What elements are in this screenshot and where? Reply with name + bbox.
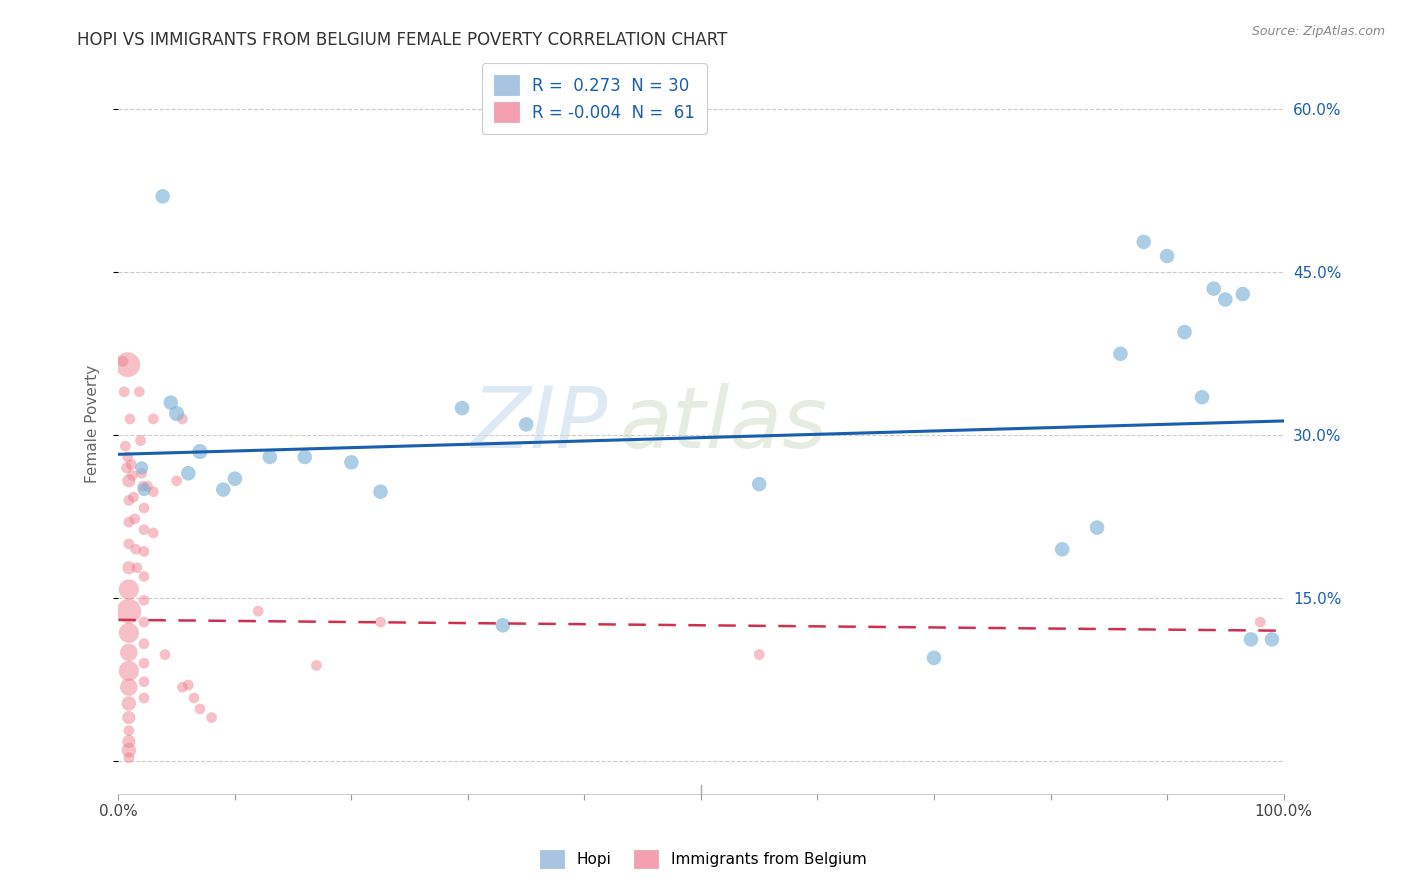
Point bbox=[188, 444, 211, 458]
Point bbox=[118, 697, 141, 711]
Point bbox=[131, 467, 153, 481]
Point bbox=[118, 743, 141, 757]
Point bbox=[118, 515, 141, 529]
Point bbox=[224, 472, 246, 486]
Point bbox=[118, 604, 141, 618]
Point bbox=[118, 751, 141, 765]
Point bbox=[1132, 235, 1154, 249]
Point bbox=[172, 680, 194, 694]
Point bbox=[132, 674, 155, 689]
Point bbox=[1202, 282, 1225, 296]
Point bbox=[118, 626, 141, 640]
Point bbox=[183, 691, 205, 706]
Point bbox=[166, 407, 188, 421]
Point bbox=[125, 542, 148, 557]
Point bbox=[153, 648, 176, 662]
Text: Source: ZipAtlas.com: Source: ZipAtlas.com bbox=[1251, 25, 1385, 38]
Point bbox=[1249, 615, 1271, 629]
Point bbox=[172, 412, 194, 426]
Point bbox=[340, 455, 363, 469]
Point bbox=[1240, 632, 1263, 647]
Point bbox=[177, 467, 200, 481]
Point bbox=[121, 468, 143, 483]
Point bbox=[1232, 287, 1254, 301]
Point bbox=[118, 412, 141, 426]
Point bbox=[132, 569, 155, 583]
Legend: Hopi, Immigrants from Belgium: Hopi, Immigrants from Belgium bbox=[533, 844, 873, 873]
Point bbox=[1050, 542, 1073, 557]
Point bbox=[120, 458, 142, 472]
Point bbox=[152, 189, 174, 203]
Point bbox=[117, 358, 139, 372]
Point bbox=[370, 484, 392, 499]
Point bbox=[451, 401, 474, 415]
Point bbox=[118, 680, 141, 694]
Point bbox=[247, 604, 270, 618]
Point bbox=[132, 544, 155, 558]
Point bbox=[118, 710, 141, 724]
Point bbox=[515, 417, 537, 432]
Point bbox=[129, 434, 152, 448]
Y-axis label: Female Poverty: Female Poverty bbox=[86, 365, 100, 483]
Point bbox=[200, 710, 222, 724]
Point bbox=[124, 512, 146, 526]
Point bbox=[177, 678, 200, 692]
Point bbox=[1261, 632, 1284, 647]
Legend: R =  0.273  N = 30, R = -0.004  N =  61: R = 0.273 N = 30, R = -0.004 N = 61 bbox=[482, 63, 707, 134]
Point bbox=[1085, 520, 1108, 534]
Point bbox=[131, 460, 153, 475]
Point bbox=[112, 384, 135, 399]
Point bbox=[132, 615, 155, 629]
Point bbox=[132, 500, 155, 515]
Point bbox=[132, 593, 155, 607]
Text: ZIP: ZIP bbox=[471, 383, 607, 466]
Point bbox=[114, 439, 136, 453]
Point bbox=[212, 483, 235, 497]
Point bbox=[294, 450, 316, 464]
Point bbox=[118, 723, 141, 738]
Point bbox=[142, 484, 165, 499]
Point bbox=[132, 657, 155, 671]
Point bbox=[111, 354, 134, 368]
Point bbox=[132, 637, 155, 651]
Point bbox=[132, 483, 155, 497]
Point bbox=[118, 493, 141, 508]
Point bbox=[132, 523, 155, 537]
Point bbox=[922, 651, 945, 665]
Point bbox=[748, 477, 770, 491]
Point bbox=[1173, 325, 1195, 339]
Point bbox=[166, 474, 188, 488]
Point bbox=[132, 691, 155, 706]
Point bbox=[1213, 293, 1236, 307]
Point bbox=[1191, 390, 1213, 404]
Text: HOPI VS IMMIGRANTS FROM BELGIUM FEMALE POVERTY CORRELATION CHART: HOPI VS IMMIGRANTS FROM BELGIUM FEMALE P… bbox=[77, 31, 728, 49]
Point bbox=[188, 702, 211, 716]
Point bbox=[118, 664, 141, 678]
Point bbox=[748, 648, 770, 662]
Point bbox=[118, 734, 141, 748]
Point bbox=[132, 479, 155, 493]
Point bbox=[118, 560, 141, 574]
Point bbox=[128, 384, 150, 399]
Point bbox=[370, 615, 392, 629]
Point bbox=[1109, 347, 1132, 361]
Point bbox=[115, 460, 138, 475]
Point bbox=[117, 450, 139, 464]
Text: atlas: atlas bbox=[620, 383, 827, 466]
Point bbox=[1156, 249, 1178, 263]
Point bbox=[305, 658, 328, 673]
Point bbox=[159, 395, 181, 409]
Point bbox=[125, 560, 148, 574]
Point bbox=[492, 618, 515, 632]
Point bbox=[118, 474, 141, 488]
Point bbox=[142, 412, 165, 426]
Point bbox=[118, 645, 141, 659]
Point bbox=[118, 582, 141, 597]
Point bbox=[259, 450, 281, 464]
Point bbox=[122, 490, 145, 504]
Point bbox=[142, 525, 165, 540]
Point bbox=[136, 479, 159, 493]
Point bbox=[118, 537, 141, 551]
